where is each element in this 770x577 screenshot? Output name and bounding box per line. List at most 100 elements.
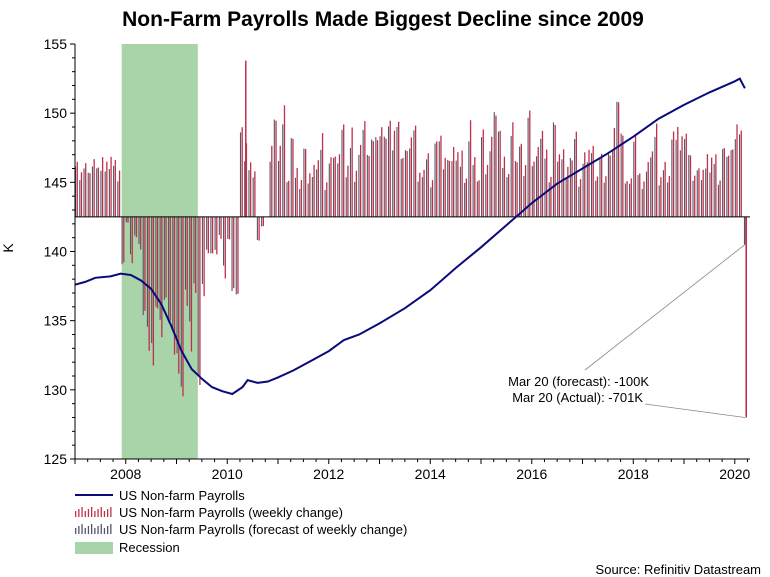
forecast-bar — [662, 170, 664, 217]
weekly-bar — [114, 159, 116, 217]
weekly-bar — [499, 130, 501, 217]
forecast-bar — [316, 169, 318, 217]
y-tick-label: 155 — [44, 36, 68, 52]
x-tick-label: 2016 — [516, 466, 547, 482]
forecast-bar — [696, 170, 698, 217]
forecast-bar — [142, 216, 144, 316]
forecast-bar — [371, 139, 373, 217]
forecast-bar — [692, 180, 694, 217]
weekly-bar — [156, 216, 159, 309]
forecast-bar — [523, 176, 525, 217]
forecast-bar — [616, 101, 618, 217]
weekly-bar — [254, 171, 256, 217]
forecast-bar — [252, 177, 254, 217]
y-tick-label: 130 — [44, 382, 68, 398]
forecast-bar — [146, 216, 148, 327]
forecast-bar — [468, 141, 470, 217]
weekly-bar — [385, 138, 387, 217]
forecast-bar — [561, 159, 563, 217]
weekly-bar — [414, 125, 417, 217]
weekly-bar — [140, 216, 142, 250]
forecast-bar — [104, 171, 106, 217]
weekly-bar — [186, 216, 188, 306]
forecast-bar — [206, 216, 208, 250]
chart-title: Non-Farm Payrolls Made Biggest Decline s… — [122, 8, 644, 31]
weekly-bar — [453, 146, 455, 217]
y-ticks: 125 130 135 140 145 150 155 — [44, 36, 75, 467]
weekly-bar — [258, 216, 260, 241]
weekly-bar — [668, 175, 671, 217]
forecast-bar — [134, 216, 136, 236]
weekly-bar — [486, 164, 489, 217]
weekly-bar — [364, 121, 366, 217]
x-tick-label: 2012 — [313, 466, 344, 482]
y-tick-label: 145 — [44, 174, 68, 190]
weekly-bar — [491, 136, 493, 217]
forecast-bar — [184, 216, 187, 290]
forecast-bar — [675, 139, 677, 217]
forecast-bar — [96, 168, 98, 217]
weekly-bar — [698, 168, 700, 217]
weekly-bar — [541, 130, 544, 217]
forecast-bar — [603, 182, 605, 217]
weekly-bar — [275, 120, 277, 217]
weekly-bar — [436, 141, 438, 217]
weekly-bar — [732, 149, 734, 217]
weekly-bar — [317, 160, 319, 217]
forecast-bar — [349, 148, 352, 217]
weekly-bar — [195, 216, 197, 294]
forecast-bar — [442, 169, 445, 217]
weekly-bar — [478, 180, 480, 217]
weekly-bar — [592, 145, 594, 217]
weekly-bar — [389, 120, 391, 217]
forecast-bar — [387, 126, 390, 217]
forecast-bar — [320, 149, 322, 217]
forecast-bar — [404, 150, 406, 217]
forecast-bar — [540, 138, 542, 217]
forecast-bar — [256, 216, 258, 240]
weekly-bar — [80, 172, 83, 217]
weekly-bar — [376, 140, 379, 217]
forecast-bar — [121, 216, 123, 265]
forecast-bar — [332, 157, 335, 217]
weekly-bar — [279, 145, 281, 217]
weekly-bar — [220, 216, 222, 239]
forecast-bar — [569, 157, 571, 217]
weekly-bar — [516, 162, 518, 217]
forecast-bar — [722, 149, 724, 217]
weekly-bar — [605, 176, 607, 217]
forecast-bar — [565, 178, 567, 217]
weekly-bar — [562, 149, 565, 217]
weekly-bar — [617, 102, 620, 217]
weekly-bar — [161, 216, 163, 338]
weekly-bar — [613, 127, 616, 217]
weekly-bar — [410, 137, 413, 217]
forecast-bar — [108, 169, 110, 217]
weekly-bar — [651, 151, 654, 217]
forecast-bar — [269, 161, 271, 217]
forecast-bar — [713, 163, 715, 217]
weekly-bar — [237, 216, 239, 294]
weekly-bar — [296, 168, 298, 217]
forecast-bar — [535, 156, 538, 217]
weekly-bar — [689, 155, 692, 217]
forecast-bar — [223, 216, 225, 266]
forecast-bar — [354, 181, 356, 217]
weekly-bar — [736, 124, 738, 217]
forecast-bar — [189, 216, 191, 322]
legend-label-recession: Recession — [119, 540, 180, 555]
weekly-bar — [495, 115, 497, 217]
forecast-bar — [358, 154, 360, 217]
forecast-bar — [163, 216, 165, 300]
forecast-bar — [717, 184, 719, 217]
weekly-bar — [575, 131, 577, 217]
weekly-bar — [677, 126, 679, 217]
forecast-bar — [595, 180, 597, 217]
weekly-bar — [85, 163, 87, 217]
forecast-bar — [417, 181, 419, 217]
weekly-bar — [639, 173, 641, 217]
weekly-bar — [224, 216, 226, 279]
forecast-bar — [590, 153, 593, 217]
